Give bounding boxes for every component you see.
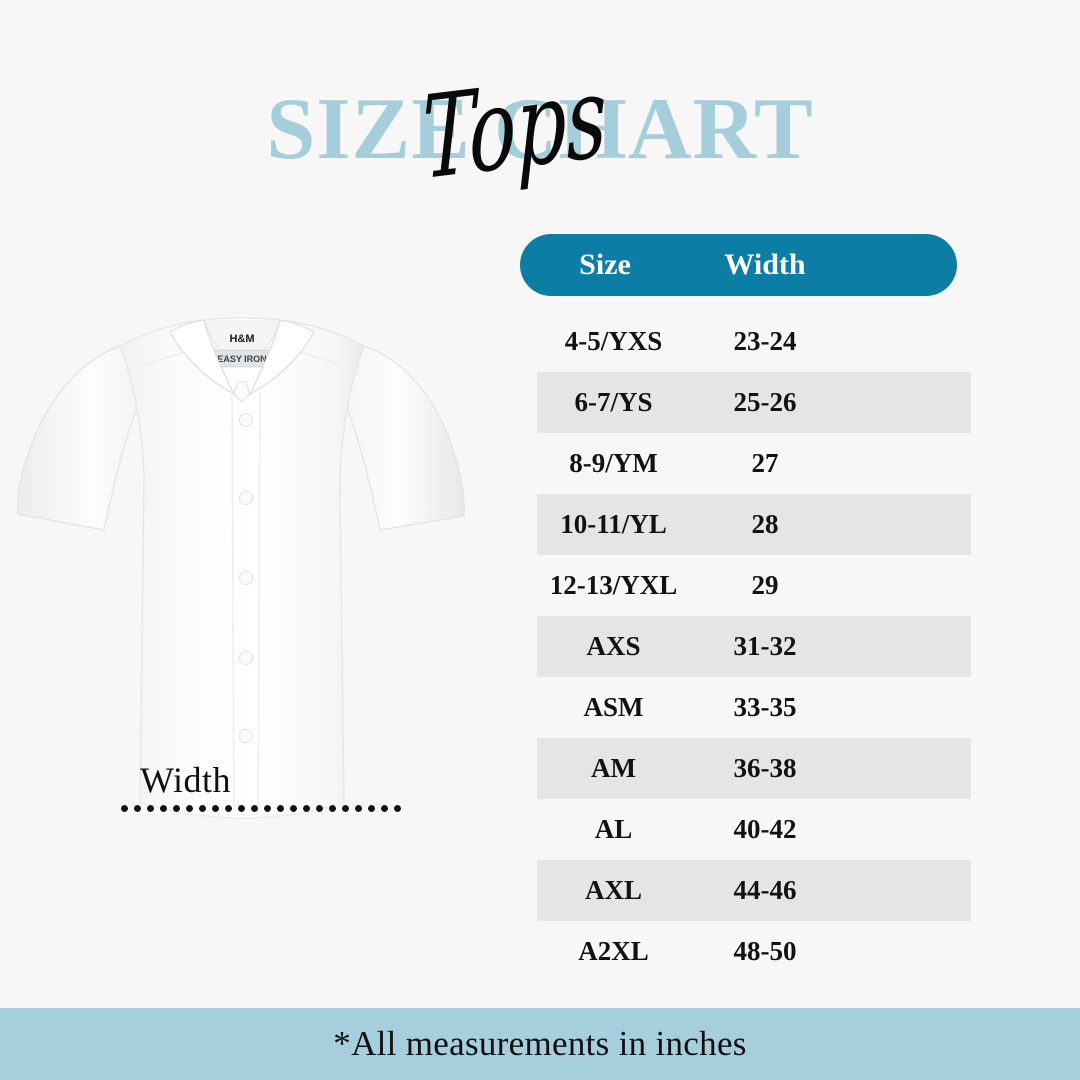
shirt-button bbox=[238, 490, 254, 506]
shirt-button bbox=[238, 570, 254, 586]
shirt-button bbox=[238, 650, 254, 666]
shirt-collar-left bbox=[169, 319, 236, 396]
cell-width: 48-50 bbox=[733, 936, 797, 966]
cell-width: 40-42 bbox=[733, 814, 797, 844]
table-row: AM 36-38 bbox=[537, 738, 971, 799]
table-row: 12-13/YXL 29 bbox=[537, 555, 971, 616]
cell-width: 27 bbox=[751, 448, 779, 478]
table-header-row: Size Width bbox=[520, 234, 957, 296]
cell-size: 12-13/YXL bbox=[549, 570, 678, 600]
width-measure-label: Width bbox=[140, 760, 232, 800]
cell-width: 31-32 bbox=[733, 631, 797, 661]
table-row: AL 40-42 bbox=[537, 799, 971, 860]
care-tag-label: EASY IRON bbox=[217, 354, 266, 364]
shirt-sleeve-left bbox=[17, 345, 143, 531]
shirt-button bbox=[238, 412, 254, 428]
cell-width: 29 bbox=[751, 570, 779, 600]
table-row: 4-5/YXS 23-24 bbox=[537, 311, 971, 372]
shirt-collar-right bbox=[248, 319, 315, 396]
cell-width: 33-35 bbox=[733, 692, 797, 722]
cell-width: 23-24 bbox=[733, 326, 797, 356]
shirt-collar-band bbox=[233, 381, 251, 403]
table-row: A2XL 48-50 bbox=[537, 921, 971, 982]
footer-band: *All measurements in inches bbox=[0, 1008, 1080, 1080]
brand-label: H&M bbox=[229, 333, 254, 345]
cell-size: 10-11/YL bbox=[560, 509, 667, 539]
table-row: 10-11/YL 28 bbox=[537, 494, 971, 555]
shirt-sleeve-right bbox=[341, 345, 465, 531]
column-header-size: Size bbox=[579, 248, 631, 281]
cell-size: AXS bbox=[586, 631, 641, 661]
shirt-button bbox=[238, 728, 254, 744]
page-title: SIZE CHART bbox=[266, 81, 814, 178]
table-row: AXL 44-46 bbox=[537, 860, 971, 921]
cell-width: 25-26 bbox=[733, 387, 797, 417]
shirt-placket-right bbox=[257, 391, 261, 811]
shirt-body bbox=[119, 317, 365, 819]
cell-width: 28 bbox=[751, 509, 779, 539]
garment-illustration: H&M EASY IRON Width bbox=[8, 262, 478, 852]
table-row: AXS 31-32 bbox=[537, 616, 971, 677]
cell-size: AL bbox=[594, 814, 633, 844]
table-row: 8-9/YM 27 bbox=[537, 433, 971, 494]
shirt-placket-left bbox=[231, 391, 235, 811]
table-row: ASM 33-35 bbox=[537, 677, 971, 738]
cell-size: AM bbox=[591, 753, 636, 783]
column-header-width: Width bbox=[724, 248, 806, 281]
cell-width: 36-38 bbox=[733, 753, 797, 783]
cell-size: AXL bbox=[584, 875, 642, 905]
table-body: 4-5/YXS 23-24 6-7/YS 25-26 8-9/YM 27 10-… bbox=[537, 311, 971, 982]
width-measure-line bbox=[118, 805, 403, 812]
cell-size: 6-7/YS bbox=[574, 387, 653, 417]
cell-size: 4-5/YXS bbox=[564, 326, 663, 356]
cell-size: ASM bbox=[583, 692, 644, 722]
cell-size: 8-9/YM bbox=[569, 448, 658, 478]
cell-size: A2XL bbox=[578, 936, 649, 966]
measurement-note: *All measurements in inches bbox=[333, 1024, 747, 1063]
page-title-block: SIZE CHART Tops bbox=[0, 51, 1080, 206]
table-row: 6-7/YS 25-26 bbox=[537, 372, 971, 433]
size-table: Size Width 4-5/YXS 23-24 6-7/YS 25-26 8-… bbox=[520, 234, 975, 982]
cell-width: 44-46 bbox=[733, 875, 797, 905]
shirt-svg: H&M EASY IRON bbox=[17, 317, 465, 819]
